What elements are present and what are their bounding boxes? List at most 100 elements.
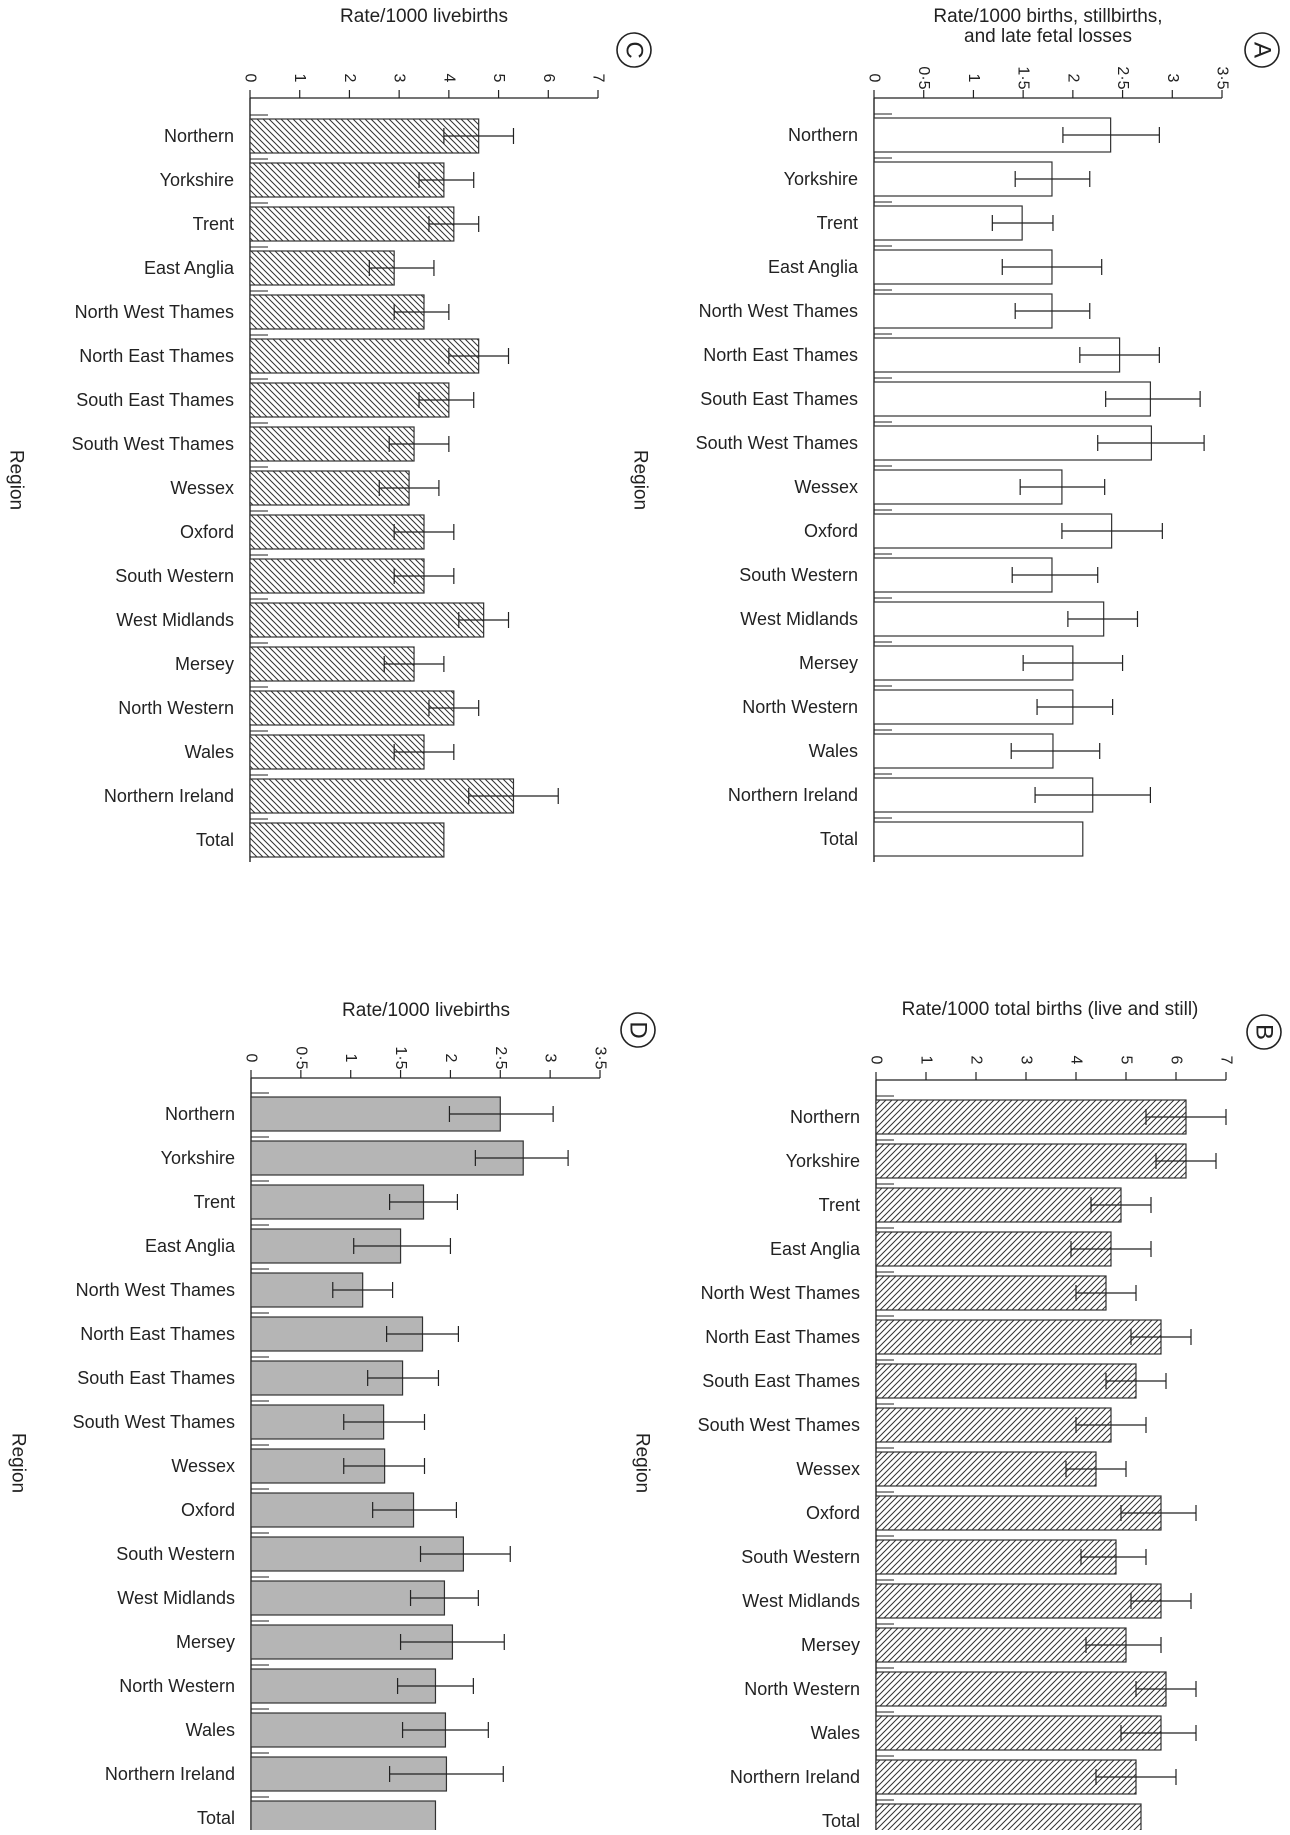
x-tick-label-d: 3·5 xyxy=(592,1046,609,1069)
bar-c xyxy=(249,382,450,418)
category-label-a: Northern Ireland xyxy=(728,785,858,805)
category-label-c: Wessex xyxy=(170,478,234,498)
bar-c xyxy=(249,602,485,638)
bar-b xyxy=(875,1187,1122,1223)
category-label-d: North Western xyxy=(119,1676,235,1696)
x-tick-label-a: 3·5 xyxy=(1214,66,1231,89)
bar-b xyxy=(875,1407,1112,1443)
category-label-d: West Midlands xyxy=(117,1588,235,1608)
chart-panel-d: Rate/1000 livebirths D 0 0·5 1 1·5 2 2·5 3 3·5 Reg… xyxy=(8,1000,656,1835)
category-label-a: Trent xyxy=(817,213,858,233)
category-label-a: Mersey xyxy=(799,653,858,673)
category-label-d: South West Thames xyxy=(73,1412,235,1432)
category-label-d: North West Thames xyxy=(76,1280,235,1300)
x-tick-label-b: 3 xyxy=(1018,1056,1035,1065)
category-label-a: South East Thames xyxy=(700,389,858,409)
bar-c xyxy=(249,206,455,242)
category-label-c: Yorkshire xyxy=(160,170,234,190)
category-label-c: Northern Ireland xyxy=(104,786,234,806)
category-label-a: Oxford xyxy=(804,521,858,541)
x-tick-label-d: 2 xyxy=(442,1054,459,1063)
bar-b xyxy=(875,1627,1127,1663)
bar-b xyxy=(875,1451,1097,1487)
category-label-d: South East Thames xyxy=(77,1368,235,1388)
x-tick-label-b: 2 xyxy=(968,1056,985,1065)
category-label-a: Total xyxy=(820,829,858,849)
category-label-b: Oxford xyxy=(806,1503,860,1523)
panel-letter-a: A xyxy=(1249,42,1276,58)
bar-c xyxy=(249,118,480,154)
category-label-c: South West Thames xyxy=(72,434,234,454)
bar-b xyxy=(875,1715,1162,1751)
category-label-c: West Midlands xyxy=(116,610,234,630)
category-label-c: North West Thames xyxy=(75,302,234,322)
category-label-b: Total xyxy=(822,1811,860,1830)
panel-letter-b: B xyxy=(1251,1024,1278,1040)
category-label-a: North West Thames xyxy=(699,301,858,321)
x-tick-label-c: 2 xyxy=(341,74,358,83)
x-tick-label-c: 0 xyxy=(242,74,259,83)
bar-b xyxy=(875,1275,1107,1311)
panel-letter-c: C xyxy=(621,41,648,58)
category-label-a: Wales xyxy=(809,741,858,761)
bar-b xyxy=(875,1099,1187,1135)
category-label-c: North Western xyxy=(118,698,234,718)
category-label-a: Northern xyxy=(788,125,858,145)
chart-title-a-line-1: Rate/1000 births, stillbirths, xyxy=(933,6,1162,27)
category-label-b: West Midlands xyxy=(742,1591,860,1611)
bar-b xyxy=(875,1803,1142,1835)
region-axis-label-c: Region xyxy=(6,450,27,510)
category-label-d: East Anglia xyxy=(145,1236,236,1256)
category-label-c: East Anglia xyxy=(144,258,235,278)
category-label-a: Yorkshire xyxy=(784,169,858,189)
chart-title-a-line-2: and late fetal losses xyxy=(964,26,1132,47)
bar-c xyxy=(249,338,480,374)
category-label-a: South Western xyxy=(739,565,858,585)
category-label-c: Total xyxy=(196,830,234,850)
category-label-d: Total xyxy=(197,1808,235,1828)
bar-a xyxy=(873,821,1084,857)
bar-a xyxy=(873,601,1105,637)
bar-b xyxy=(875,1363,1137,1399)
panel-letter-circle-b xyxy=(1246,1014,1282,1050)
category-label-b: North Western xyxy=(744,1679,860,1699)
category-label-c: Mersey xyxy=(175,654,234,674)
category-label-d: Trent xyxy=(194,1192,235,1212)
x-tick-label-d: 0·5 xyxy=(292,1046,309,1069)
x-tick-label-c: 6 xyxy=(540,74,557,83)
x-tick-label-c: 3 xyxy=(391,74,408,83)
region-axis-label-a: Region xyxy=(630,450,651,510)
x-tick-label-d: 1·5 xyxy=(392,1046,409,1069)
category-label-d: Oxford xyxy=(181,1500,235,1520)
category-label-a: West Midlands xyxy=(740,609,858,629)
bar-a xyxy=(873,557,1053,593)
category-label-d: Wessex xyxy=(171,1456,235,1476)
x-tick-label-c: 5 xyxy=(490,74,507,83)
chart-title-c: Rate/1000 livebirths xyxy=(340,6,508,27)
category-label-d: Mersey xyxy=(176,1632,235,1652)
x-tick-label-b: 5 xyxy=(1118,1056,1135,1065)
bar-a xyxy=(873,381,1152,417)
category-label-a: South West Thames xyxy=(696,433,858,453)
x-tick-label-a: 2·5 xyxy=(1114,66,1131,89)
x-tick-label-d: 2·5 xyxy=(492,1046,509,1069)
category-label-d: Northern xyxy=(165,1104,235,1124)
category-label-d: Northern Ireland xyxy=(105,1764,235,1784)
x-tick-label-b: 4 xyxy=(1068,1056,1085,1065)
category-label-a: Wessex xyxy=(794,477,858,497)
category-label-b: Mersey xyxy=(801,1635,860,1655)
region-axis-label-d: Region xyxy=(8,1433,29,1493)
category-label-d: Wales xyxy=(186,1720,235,1740)
category-label-c: North East Thames xyxy=(79,346,234,366)
bar-b xyxy=(875,1319,1162,1355)
bar-b xyxy=(875,1539,1117,1575)
category-label-b: South Western xyxy=(741,1547,860,1567)
region-axis-label-b: Region xyxy=(632,1433,653,1493)
category-label-c: South Western xyxy=(115,566,234,586)
category-label-b: Wessex xyxy=(796,1459,860,1479)
bar-c xyxy=(249,690,455,726)
category-label-a: East Anglia xyxy=(768,257,859,277)
chart-panel-a: Rate/1000 births, stillbirths,and late f… xyxy=(630,6,1280,862)
chart-panel-c: Rate/1000 livebirths C 0 1 2 3 4 5 6 7 Region North… xyxy=(6,6,652,862)
